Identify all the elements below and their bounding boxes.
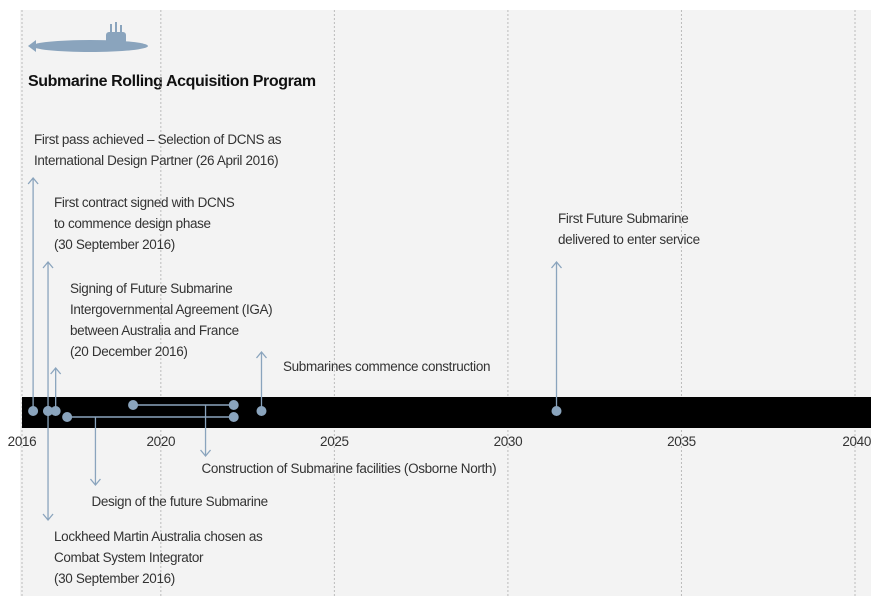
submarine-icon xyxy=(28,22,148,52)
event-label: First contract signed with DCNS xyxy=(54,195,235,210)
event-label: (20 December 2016) xyxy=(70,344,188,359)
event-label: Submarines commence construction xyxy=(283,359,490,374)
span-end-dot xyxy=(228,412,239,422)
event-label: (30 September 2016) xyxy=(54,571,175,586)
event-label: Signing of Future Submarine xyxy=(70,281,232,296)
event-label: Intergovernmental Agreement (IGA) xyxy=(70,302,272,317)
timeline-bar xyxy=(22,397,871,428)
event-label: Lockheed Martin Australia chosen as xyxy=(54,529,263,544)
span-start-dot xyxy=(62,412,73,422)
event-label: (30 September 2016) xyxy=(54,237,175,252)
span-label: Construction of Submarine facilities (Os… xyxy=(202,461,497,476)
x-tick-label: 2025 xyxy=(320,434,349,449)
event-dot xyxy=(50,406,61,416)
span-arrow-head xyxy=(89,478,101,487)
event-dot xyxy=(43,406,54,416)
x-tick-label: 2016 xyxy=(8,434,37,449)
event-label: to commence design phase xyxy=(54,216,211,231)
event-arrow-head xyxy=(551,260,563,269)
event-dot xyxy=(256,406,267,416)
event-arrow-head xyxy=(27,176,39,185)
event-label: First pass achieved – Selection of DCNS … xyxy=(34,132,282,147)
event-label: delivered to enter service xyxy=(558,232,700,247)
event-arrow-head xyxy=(42,513,54,522)
event-dot xyxy=(551,406,562,416)
x-tick-label: 2030 xyxy=(494,434,523,449)
x-tick-label: 2020 xyxy=(147,434,176,449)
event-label: between Australia and France xyxy=(70,323,239,338)
event-label: International Design Partner (26 April 2… xyxy=(34,153,278,168)
event-arrow-head xyxy=(255,350,267,359)
title: Submarine Rolling Acquisition Program xyxy=(28,73,316,90)
event-arrow-head xyxy=(50,366,62,375)
x-tick-label: 2035 xyxy=(667,434,696,449)
x-tick-label: 2040 xyxy=(842,434,871,449)
event-dot xyxy=(28,406,39,416)
span-end-dot xyxy=(228,400,239,410)
event-arrow-head xyxy=(42,260,54,269)
event-label: Combat System Integrator xyxy=(54,550,204,565)
span-label: Design of the future Submarine xyxy=(91,494,267,509)
span-arrow-head xyxy=(200,449,212,458)
span-start-dot xyxy=(128,400,139,410)
event-label: First Future Submarine xyxy=(558,211,688,226)
background xyxy=(20,10,871,596)
